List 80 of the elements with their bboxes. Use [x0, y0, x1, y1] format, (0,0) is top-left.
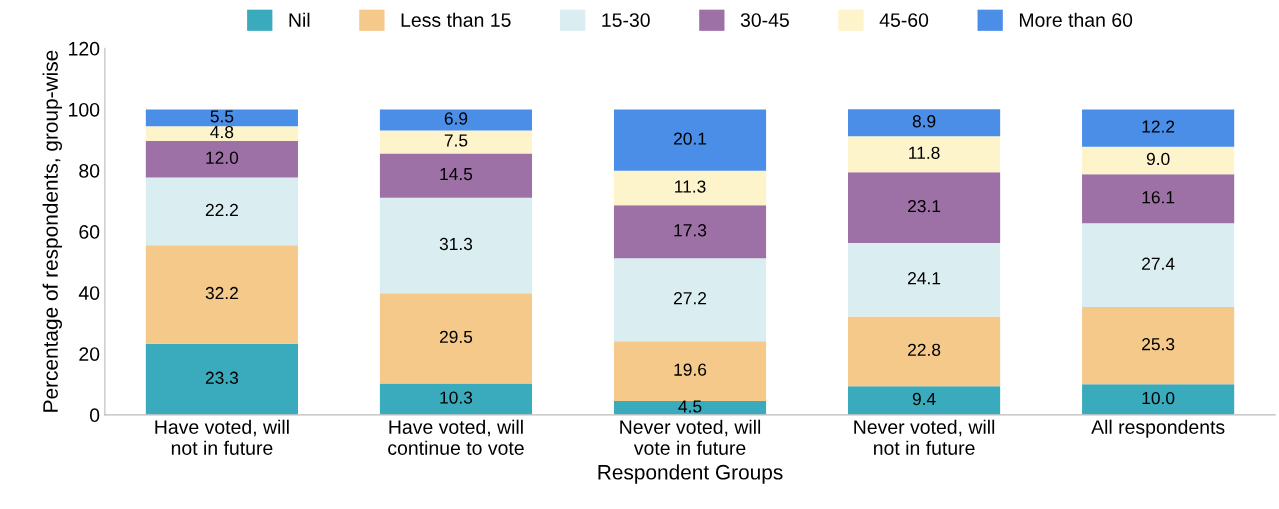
bar — [1082, 109, 1235, 147]
bar — [145, 245, 298, 344]
data-label: 4.5 — [678, 400, 702, 413]
y-axis-title: Percentage of respondents, group-wise — [42, 50, 63, 412]
data-label: 12.0 — [206, 151, 239, 164]
bar — [145, 343, 298, 415]
bar — [379, 109, 533, 131]
data-label: 29.5 — [439, 330, 473, 343]
data-label: 24.1 — [908, 272, 941, 285]
data-label: 11.8 — [909, 146, 940, 159]
data-label: 17.3 — [674, 224, 707, 237]
data-label: 10.0 — [1142, 391, 1175, 405]
bar — [1082, 174, 1235, 224]
legend-label: 30-45 — [740, 13, 789, 27]
data-label: 14.5 — [440, 168, 473, 181]
legend-label: 45-60 — [879, 13, 929, 27]
data-label: 25.3 — [1142, 338, 1175, 351]
bar — [145, 140, 298, 178]
data-label: 23.3 — [205, 371, 239, 384]
data-label: 11.3 — [675, 180, 706, 193]
y-tick-label: 0 — [89, 408, 100, 423]
data-label: 22.8 — [908, 343, 941, 356]
x-tick-label: Never voted, will vote in future — [620, 419, 761, 455]
legend-label: Less than 15 — [401, 12, 511, 27]
bar — [613, 109, 767, 171]
data-label: 8.9 — [912, 115, 936, 128]
x-tick-label: Have voted, will not in future — [155, 419, 289, 455]
bar — [848, 172, 1001, 243]
x-tick-label: Never voted, will not in future — [854, 419, 995, 455]
bar — [379, 153, 533, 198]
y-tick-label: 80 — [79, 163, 100, 178]
data-label: 5.5 — [210, 110, 234, 123]
bar — [379, 293, 533, 384]
data-label: 6.9 — [444, 112, 468, 125]
bar — [379, 130, 533, 154]
y-tick-label: 100 — [69, 102, 100, 117]
bar — [613, 258, 767, 342]
legend-label: 15-30 — [602, 13, 650, 27]
bar — [1082, 307, 1235, 385]
legend-label: Nil — [289, 12, 310, 27]
y-tick-label: 60 — [79, 225, 100, 239]
data-label: 12.2 — [1142, 120, 1175, 133]
data-label: 7.5 — [444, 134, 468, 147]
data-label: 10.3 — [440, 391, 473, 404]
x-tick-label: Have voted, will continue to vote — [388, 419, 524, 455]
bar — [613, 205, 767, 259]
data-label: 9.0 — [1146, 152, 1170, 166]
data-label: 23.1 — [908, 199, 941, 213]
y-tick-label: 20 — [79, 347, 100, 361]
data-label: 27.2 — [674, 292, 707, 305]
data-label: 22.2 — [205, 203, 238, 216]
bar — [613, 401, 767, 415]
bar — [848, 136, 1001, 173]
data-label: 19.6 — [674, 363, 707, 376]
bar — [1082, 384, 1235, 415]
y-tick-label: 40 — [78, 286, 100, 300]
bar — [379, 197, 533, 294]
data-label: 16.1 — [1142, 191, 1175, 204]
data-label: 4.8 — [210, 125, 234, 139]
bar — [613, 341, 767, 402]
x-tick-label: All respondents — [1091, 419, 1225, 438]
data-label: 20.1 — [674, 132, 707, 145]
bar — [145, 126, 298, 141]
x-axis-title: Respondent Groups — [598, 464, 783, 484]
bar — [848, 316, 1001, 387]
bar — [848, 109, 1001, 137]
bar — [1082, 146, 1235, 175]
legend-label: More than 60 — [1019, 12, 1133, 27]
bar — [145, 177, 298, 246]
data-label: 32.2 — [205, 286, 238, 300]
data-label: 27.4 — [1142, 257, 1175, 270]
data-label: 9.4 — [912, 392, 936, 406]
y-tick-label: 120 — [69, 41, 100, 56]
bar — [848, 386, 1001, 415]
data-label: 31.3 — [439, 237, 473, 251]
bar — [379, 383, 533, 415]
bar — [1082, 223, 1235, 308]
bar — [145, 109, 298, 127]
bar — [613, 170, 767, 206]
bar — [848, 242, 1001, 317]
